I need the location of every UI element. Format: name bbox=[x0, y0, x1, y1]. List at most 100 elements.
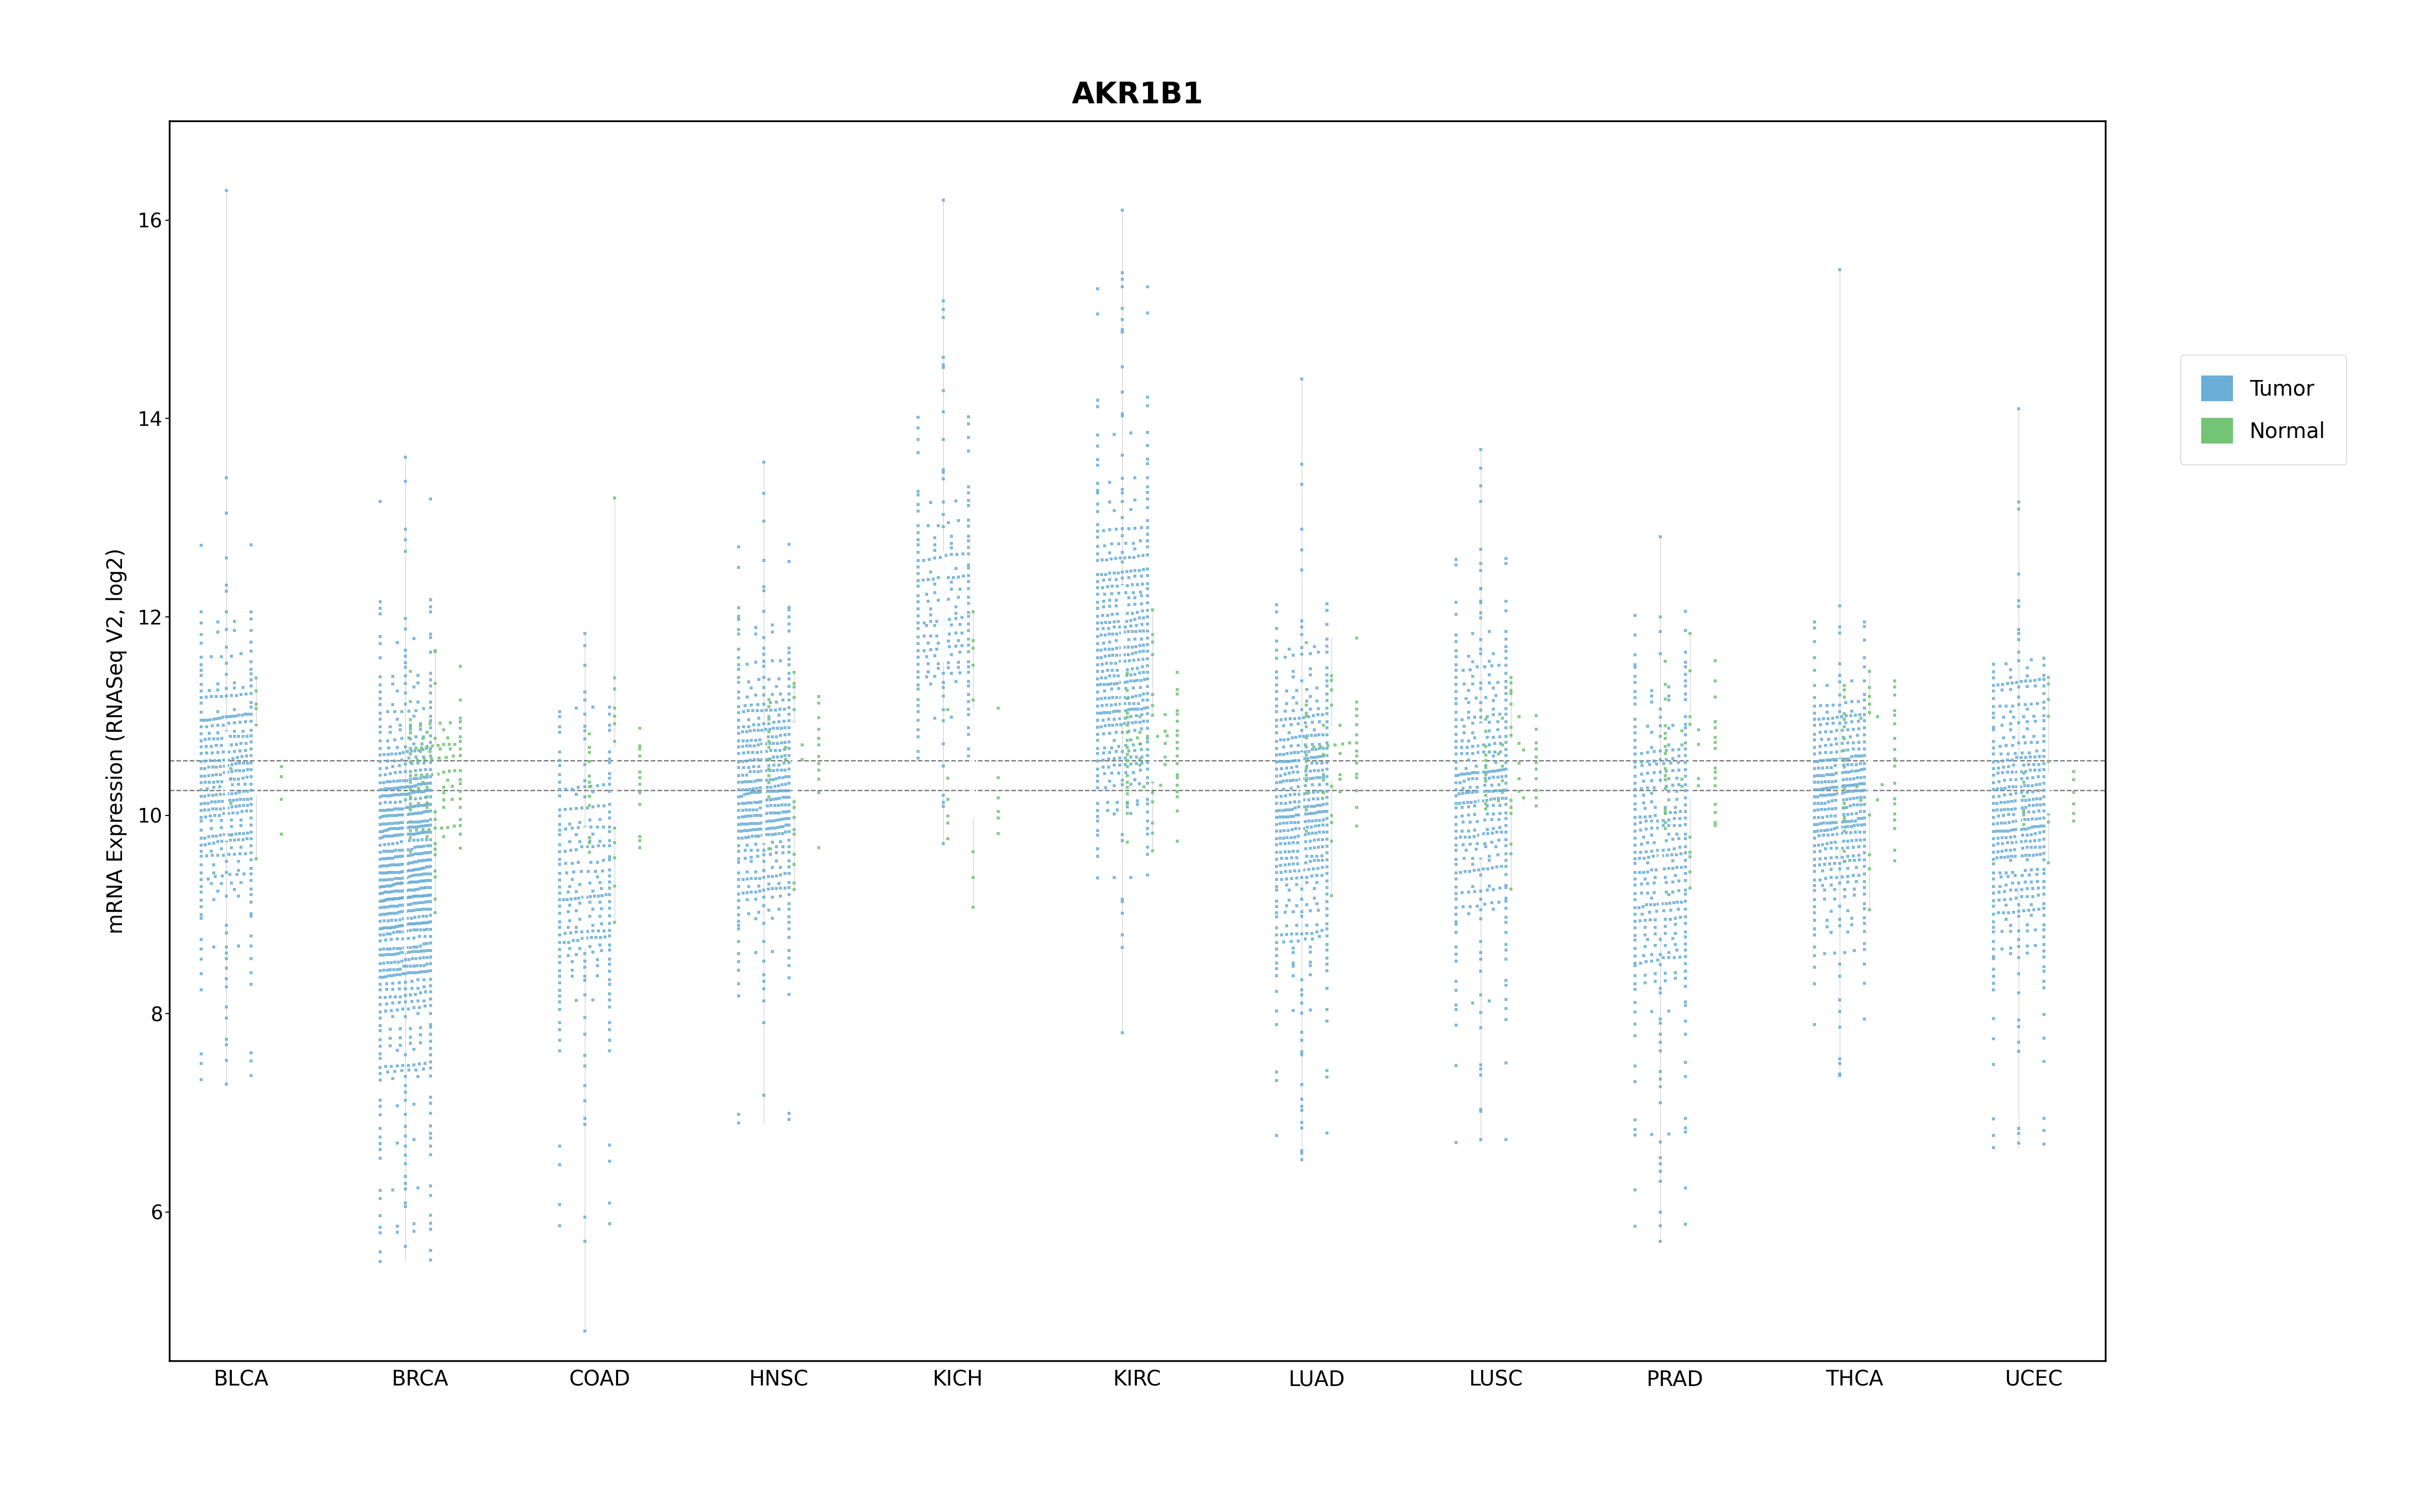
Point bbox=[407, 820, 445, 844]
Point bbox=[404, 809, 443, 833]
Point bbox=[1980, 826, 2018, 850]
Point bbox=[1820, 871, 1859, 895]
Point bbox=[1832, 906, 1871, 930]
Point bbox=[748, 739, 786, 764]
Point bbox=[1128, 674, 1166, 699]
Point bbox=[738, 791, 777, 815]
Point bbox=[361, 812, 399, 836]
Point bbox=[724, 750, 762, 774]
Point bbox=[583, 815, 622, 839]
Point bbox=[770, 875, 808, 900]
Point bbox=[762, 730, 801, 754]
Point bbox=[1643, 809, 1682, 833]
Point bbox=[1123, 612, 1162, 637]
Point bbox=[211, 767, 249, 791]
Point bbox=[1634, 999, 1672, 1024]
Point bbox=[213, 683, 252, 708]
Point bbox=[917, 609, 956, 634]
Point bbox=[915, 572, 953, 596]
Point bbox=[1307, 897, 1346, 921]
Point bbox=[404, 918, 443, 942]
Point bbox=[765, 815, 803, 839]
Point bbox=[1665, 688, 1704, 712]
Point bbox=[186, 735, 225, 759]
Point bbox=[1483, 733, 1522, 758]
Point bbox=[1261, 742, 1300, 767]
Point bbox=[1820, 776, 1859, 800]
Point bbox=[1307, 785, 1346, 809]
Point bbox=[1437, 679, 1476, 703]
Point bbox=[1261, 764, 1300, 788]
Point bbox=[2011, 892, 2050, 916]
Point bbox=[416, 788, 455, 812]
Point bbox=[2006, 788, 2045, 812]
Point bbox=[365, 1054, 404, 1078]
Point bbox=[1104, 823, 1142, 847]
Point bbox=[1830, 803, 1868, 827]
Point bbox=[1077, 277, 1116, 301]
Point bbox=[1696, 774, 1735, 798]
Point bbox=[578, 948, 617, 972]
Point bbox=[1101, 712, 1140, 736]
Point bbox=[1287, 794, 1326, 818]
Point bbox=[1646, 898, 1684, 922]
Point bbox=[365, 937, 404, 962]
Point bbox=[1617, 1024, 1655, 1048]
Point bbox=[1658, 856, 1696, 880]
Point bbox=[719, 820, 757, 844]
Point bbox=[745, 579, 784, 603]
Point bbox=[1077, 715, 1116, 739]
Point bbox=[1120, 771, 1159, 795]
Point bbox=[1796, 609, 1834, 634]
Point bbox=[402, 885, 440, 909]
Point bbox=[373, 816, 411, 841]
Point bbox=[1304, 714, 1343, 738]
Point bbox=[237, 739, 276, 764]
Point bbox=[1491, 682, 1529, 706]
Point bbox=[1104, 593, 1142, 617]
Point bbox=[189, 708, 227, 732]
Point bbox=[194, 764, 232, 788]
Point bbox=[540, 812, 578, 836]
Point bbox=[378, 998, 416, 1022]
Point bbox=[799, 706, 837, 730]
Point bbox=[1839, 813, 1878, 838]
Point bbox=[361, 1220, 399, 1244]
Point bbox=[1617, 623, 1655, 647]
Point bbox=[407, 904, 445, 928]
Point bbox=[1827, 761, 1866, 785]
Point bbox=[368, 700, 407, 724]
Point bbox=[724, 785, 762, 809]
Point bbox=[1261, 826, 1300, 850]
Point bbox=[1834, 792, 1873, 816]
Point bbox=[1094, 753, 1133, 777]
Point bbox=[1104, 889, 1142, 913]
Point bbox=[774, 853, 813, 877]
Point bbox=[198, 677, 237, 702]
Point bbox=[1275, 826, 1314, 850]
Point bbox=[2018, 869, 2057, 894]
Point bbox=[1665, 931, 1704, 956]
Point bbox=[1796, 785, 1834, 809]
Point bbox=[583, 773, 622, 797]
Point bbox=[1655, 912, 1694, 936]
Point bbox=[392, 844, 431, 868]
Point bbox=[1663, 774, 1701, 798]
Point bbox=[1834, 813, 1873, 838]
Point bbox=[944, 605, 983, 629]
Point bbox=[2013, 774, 2052, 798]
Point bbox=[953, 865, 992, 889]
Point bbox=[1123, 591, 1162, 615]
Point bbox=[898, 646, 937, 670]
Point bbox=[1992, 848, 2030, 872]
Point bbox=[1307, 959, 1346, 983]
Point bbox=[397, 810, 436, 835]
Point bbox=[416, 816, 455, 841]
Point bbox=[191, 871, 230, 895]
Point bbox=[1452, 895, 1491, 919]
Point bbox=[949, 640, 987, 664]
Point bbox=[731, 866, 770, 891]
Point bbox=[1996, 797, 2035, 821]
Point bbox=[1999, 981, 2038, 1005]
Point bbox=[1077, 823, 1116, 847]
